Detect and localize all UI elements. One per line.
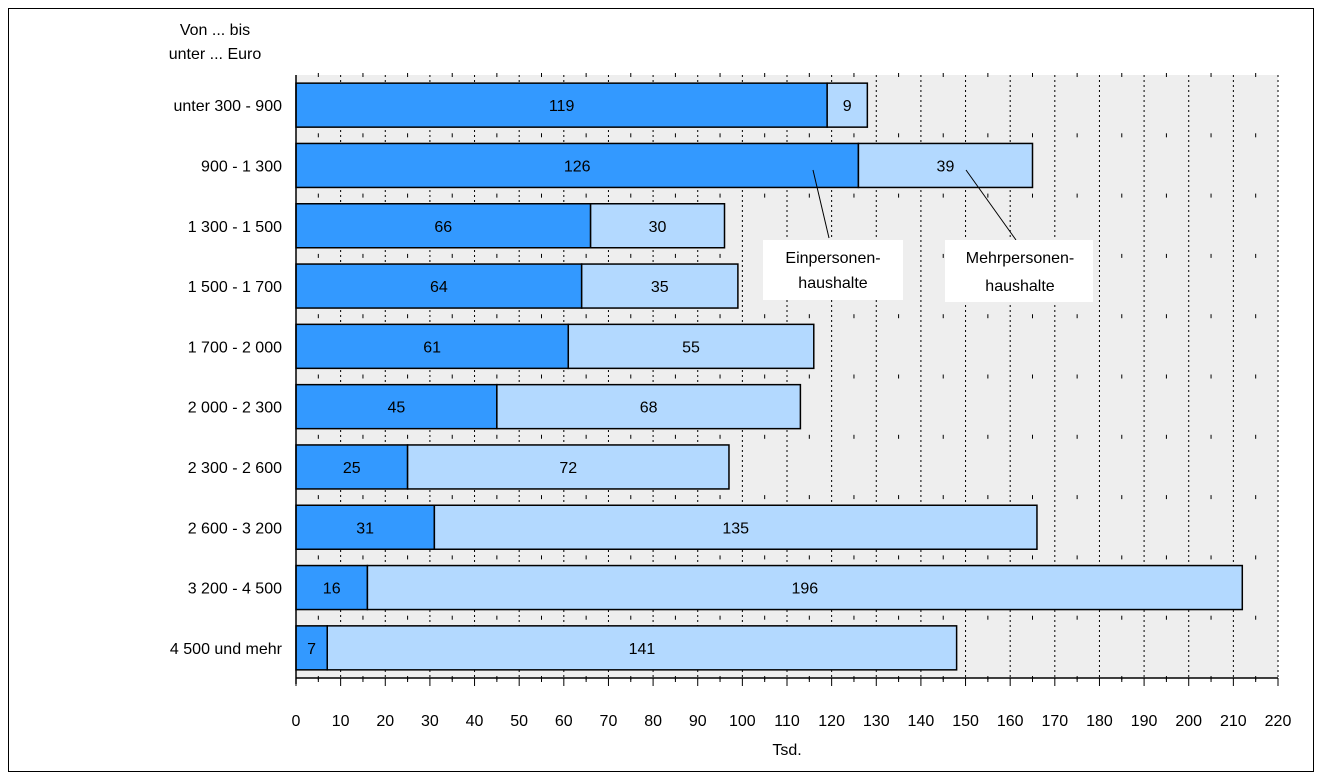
bar-value-label: 72	[559, 460, 577, 477]
bar-value-label: 45	[388, 400, 406, 417]
bar-segment-mehrpersonen	[326, 625, 958, 671]
legend-label-einpersonen-line2: haushalte	[798, 275, 867, 292]
bar-segment-mehrpersonen	[580, 263, 739, 309]
x-tick-label: 80	[644, 713, 662, 730]
category-label: 1 300 - 1 500	[188, 219, 282, 236]
bar-segment-mehrpersonen	[589, 203, 726, 249]
legend-callout-einpersonen: Einpersonen- haushalte	[763, 169, 903, 300]
bar-value-label: 61	[423, 339, 441, 356]
bar-segment-mehrpersonen	[366, 564, 1244, 611]
bar-segment-mehrpersonen	[857, 142, 1034, 189]
legend-label-bg-einpersonen	[763, 240, 903, 300]
bar-value-label: 126	[564, 158, 591, 175]
x-tick-label: 160	[997, 713, 1024, 730]
bar-value-label: 9	[843, 98, 852, 115]
x-tick-label: 220	[1265, 713, 1292, 730]
bar-series: 119 9 126 39 66 30 64 35 61 55 45 68 25 72 31 135 16 196 7…	[295, 82, 1244, 671]
bar-value-label: 141	[629, 641, 656, 658]
bar-segment-einpersonen	[295, 323, 570, 370]
x-tick-label: 110	[774, 713, 800, 730]
x-tick-label: 190	[1131, 713, 1158, 730]
category-label: 2 000 - 2 300	[188, 400, 282, 417]
x-tick-label: 60	[555, 713, 573, 730]
category-label: 1 700 - 2 000	[188, 339, 282, 356]
x-tick-label: 20	[376, 713, 394, 730]
bar-value-label: 66	[434, 219, 452, 236]
x-tick-label: 40	[466, 713, 484, 730]
x-tick-label: 150	[952, 713, 979, 730]
x-tick-label: 140	[908, 713, 935, 730]
x-tick-label: 210	[1220, 713, 1247, 730]
bar-value-label: 68	[640, 400, 658, 417]
legend-callout-mehrpersonen: Mehrpersonen- haushalte	[945, 169, 1093, 302]
category-label: 1 500 - 1 700	[188, 279, 282, 296]
bar-segment-einpersonen	[295, 142, 860, 189]
bar-segment-mehrpersonen	[567, 323, 815, 370]
category-label: unter 300 - 900	[173, 98, 282, 115]
category-axis-title-line1: Von ... bis	[180, 22, 250, 39]
bar-value-label: 64	[430, 279, 448, 296]
category-labels: unter 300 - 900 900 - 1 300 1 300 - 1 500 1…	[170, 98, 283, 658]
bar-value-label: 119	[549, 98, 575, 115]
x-tick-label: 120	[818, 713, 845, 730]
legend-leader-mehrpersonen	[965, 169, 1017, 241]
x-tick-label: 90	[689, 713, 707, 730]
bar-segment-einpersonen	[295, 444, 409, 490]
bar-value-label: 39	[937, 158, 955, 175]
legend-label-bg-mehrpersonen	[945, 240, 1093, 302]
x-tick-label: 170	[1041, 713, 1068, 730]
bar-value-label: 55	[682, 339, 700, 356]
legend-label-einpersonen-line1: Einpersonen-	[785, 250, 880, 267]
x-tick-label: 50	[510, 713, 528, 730]
bar-value-label: 196	[792, 581, 819, 598]
bar-value-label: 31	[356, 520, 374, 537]
legend-label-mehrpersonen-line1: Mehrpersonen-	[966, 250, 1075, 267]
x-tick-label: 200	[1175, 713, 1202, 730]
category-label: 3 200 - 4 500	[188, 581, 282, 598]
bar-segment-mehrpersonen	[496, 383, 802, 430]
category-label: 900 - 1 300	[201, 158, 282, 175]
bar-segment-mehrpersonen	[433, 504, 1038, 550]
bar-value-label: 30	[649, 219, 667, 236]
x-axis: 0 10 20 30 40 50 60 70 80 90 100 110 120 130 140 150 160…	[292, 75, 1292, 730]
x-tick-label: 70	[600, 713, 618, 730]
bar-value-label: 135	[722, 520, 749, 537]
category-label: 2 300 - 2 600	[188, 460, 282, 477]
bar-segment-mehrpersonen	[406, 444, 730, 490]
category-label: 2 600 - 3 200	[188, 520, 282, 537]
x-tick-label: 100	[729, 713, 756, 730]
bar-segment-einpersonen	[295, 625, 328, 671]
bar-value-label: 25	[343, 460, 361, 477]
x-tick-label: 0	[292, 713, 301, 730]
bar-value-label: 16	[323, 581, 341, 598]
bar-segment-mehrpersonen	[826, 82, 869, 128]
legend-leader-einpersonen	[812, 169, 830, 239]
x-tick-label: 180	[1086, 713, 1113, 730]
x-tick-label: 30	[421, 713, 439, 730]
x-tick-label: 130	[863, 713, 890, 730]
x-axis-title: Tsd.	[772, 742, 801, 759]
bar-value-label: 7	[307, 641, 316, 658]
category-axis-title-line2: unter ... Euro	[169, 46, 262, 63]
legend-label-mehrpersonen-line2: haushalte	[985, 278, 1054, 295]
bar-value-label: 35	[651, 279, 669, 296]
category-label: 4 500 und mehr	[170, 641, 283, 658]
x-tick-label: 10	[332, 713, 350, 730]
